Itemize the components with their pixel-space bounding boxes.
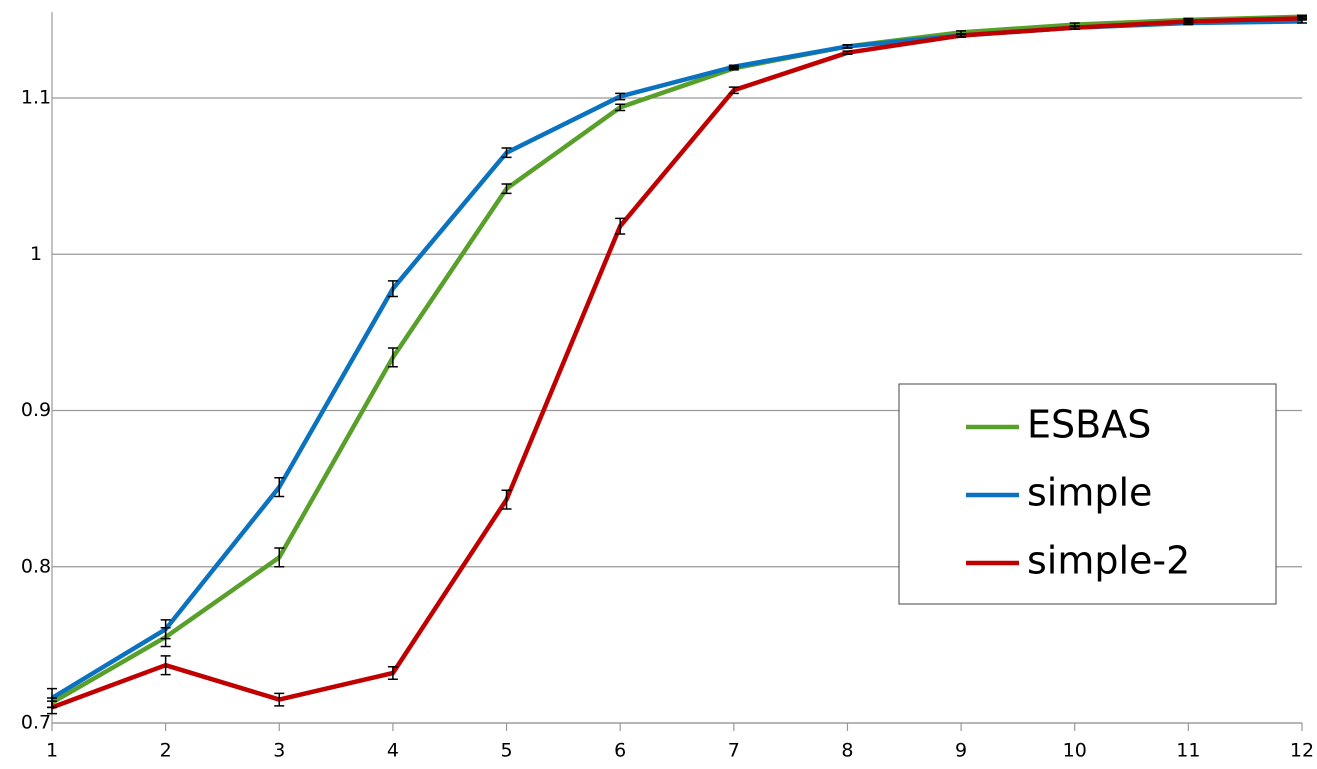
error-bar bbox=[1183, 19, 1194, 24]
error-bar bbox=[615, 103, 626, 112]
x-tick-label: 5 bbox=[500, 740, 512, 762]
x-tick-label: 7 bbox=[728, 740, 740, 762]
series-line bbox=[50, 14, 1303, 705]
y-tick-label: 0.7 bbox=[21, 712, 51, 734]
x-tick-label: 2 bbox=[160, 740, 172, 762]
x-tick-label: 8 bbox=[841, 740, 853, 762]
error-bar bbox=[501, 489, 512, 510]
error-bar bbox=[387, 666, 398, 680]
error-bar bbox=[47, 700, 57, 715]
error-bar bbox=[274, 476, 285, 498]
error-bar bbox=[615, 92, 626, 101]
x-tick-label: 9 bbox=[955, 740, 967, 762]
error-bar bbox=[1297, 16, 1307, 21]
x-tick-label: 1 bbox=[46, 740, 58, 762]
x-tick-label: 3 bbox=[273, 740, 285, 762]
error-bar bbox=[160, 619, 171, 640]
legend-label: ESBAS bbox=[1027, 403, 1151, 447]
error-bar bbox=[728, 86, 739, 95]
y-tick-label: 1 bbox=[30, 243, 42, 265]
error-bar bbox=[387, 280, 398, 298]
error-bar bbox=[956, 33, 967, 38]
y-tick-label: 1.1 bbox=[21, 87, 51, 109]
x-tick-label: 10 bbox=[1063, 740, 1087, 762]
series-line bbox=[51, 16, 1303, 710]
error-bar bbox=[615, 217, 626, 235]
error-bar bbox=[160, 655, 171, 676]
x-tick-label: 11 bbox=[1176, 740, 1200, 762]
y-tick-label: 0.8 bbox=[21, 555, 51, 577]
error-bar bbox=[274, 547, 285, 568]
error-bar bbox=[1069, 25, 1080, 30]
legend-box bbox=[898, 383, 1277, 605]
x-tick-label: 12 bbox=[1290, 740, 1314, 762]
x-tick-label: 4 bbox=[387, 740, 399, 762]
y-tick-label: 0.9 bbox=[21, 399, 51, 421]
x-tick-label: 6 bbox=[614, 740, 626, 762]
error-bar bbox=[842, 50, 853, 55]
error-bar bbox=[728, 64, 739, 70]
error-bar bbox=[501, 147, 512, 159]
error-bar bbox=[274, 692, 285, 707]
error-bar bbox=[842, 44, 853, 49]
error-bar bbox=[387, 347, 398, 368]
legend-label: simple-2 bbox=[1027, 539, 1190, 583]
error-bar bbox=[501, 183, 512, 195]
legend-label: simple bbox=[1027, 471, 1152, 515]
